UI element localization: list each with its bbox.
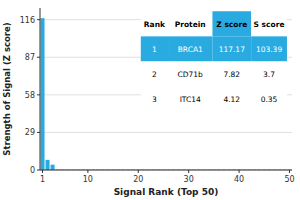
table-cell: [168, 11, 212, 36]
table-text: 2: [152, 70, 157, 79]
x-tick: [42, 170, 43, 173]
bar: [46, 160, 50, 170]
table-cell: [251, 61, 287, 86]
table-text: Protein: [175, 20, 206, 29]
table-text: 3.7: [263, 70, 275, 79]
x-tick-label: 30: [184, 175, 194, 184]
bars: [41, 18, 292, 170]
grid-line: [40, 132, 292, 133]
table-cell: [251, 11, 287, 36]
y-tick: [37, 170, 40, 171]
table-text: 1: [152, 45, 157, 54]
table-cell: [141, 61, 168, 86]
table-cell: [168, 61, 212, 86]
x-tick-label: 1: [40, 175, 45, 184]
bar: [51, 165, 55, 170]
table-text: 0.35: [261, 95, 278, 104]
y-tick-label: 58: [25, 91, 35, 100]
x-tick: [188, 170, 189, 173]
table-cell: [141, 36, 168, 61]
x-tick: [239, 170, 240, 173]
x-tick-label: 50: [284, 175, 294, 184]
x-tick-label: 10: [83, 175, 93, 184]
table-text: BRCA1: [178, 45, 203, 54]
table-text: 3: [152, 95, 157, 104]
y-tick: [37, 132, 40, 133]
x-tick: [289, 170, 290, 173]
y-axis-label: Strength of Signal (Z score): [2, 22, 12, 156]
grid: [40, 20, 292, 170]
y-tick: [37, 19, 40, 20]
table: Rank Protein Z score S score 1 BRCA1 117.17 103…: [141, 11, 287, 111]
table-cell: [251, 87, 287, 112]
table-cell: [212, 36, 251, 61]
table-text: Z score: [216, 20, 247, 29]
table-cell: [212, 11, 251, 36]
table-text: CD71b: [178, 70, 204, 79]
x-tick: [138, 170, 139, 173]
y-axis-line: [40, 8, 41, 170]
y-tick-label: 0: [30, 166, 35, 175]
x-tick: [87, 170, 88, 173]
table-text: ITC14: [180, 95, 201, 104]
table-cell: [212, 61, 251, 86]
x-axis-label: Signal Rank (Top 50): [114, 187, 219, 197]
x-tick-label: 40: [234, 175, 244, 184]
x-axis-line: [40, 170, 292, 171]
x-tick-label: 20: [133, 175, 143, 184]
y-tick: [37, 94, 40, 95]
y-tick-label: 29: [25, 128, 35, 137]
bar: [41, 18, 45, 170]
grid-line: [40, 170, 292, 171]
table-text: Rank: [144, 20, 166, 29]
table-text: S score: [254, 20, 285, 29]
table-cell: [212, 87, 251, 112]
table-text: 103.39: [256, 45, 282, 54]
table-cell: [168, 36, 212, 61]
table-text: 117.17: [219, 45, 245, 54]
y-tick-label: 87: [25, 53, 35, 62]
table-text: 4.12: [223, 95, 240, 104]
y-tick: [37, 57, 40, 58]
chart: 0 29 58 87 116 1 10 20 30 40 50 Signal Rank (Top 50…: [0, 0, 300, 200]
table-cell: [141, 11, 168, 36]
axes: 0 29 58 87 116 1 10 20 30 40 50: [20, 8, 295, 184]
table-text: 7.82: [223, 70, 240, 79]
y-tick-label: 116: [20, 16, 35, 25]
table-cell: [251, 36, 287, 61]
table-cell: [168, 87, 212, 112]
table-cell: [141, 87, 168, 112]
